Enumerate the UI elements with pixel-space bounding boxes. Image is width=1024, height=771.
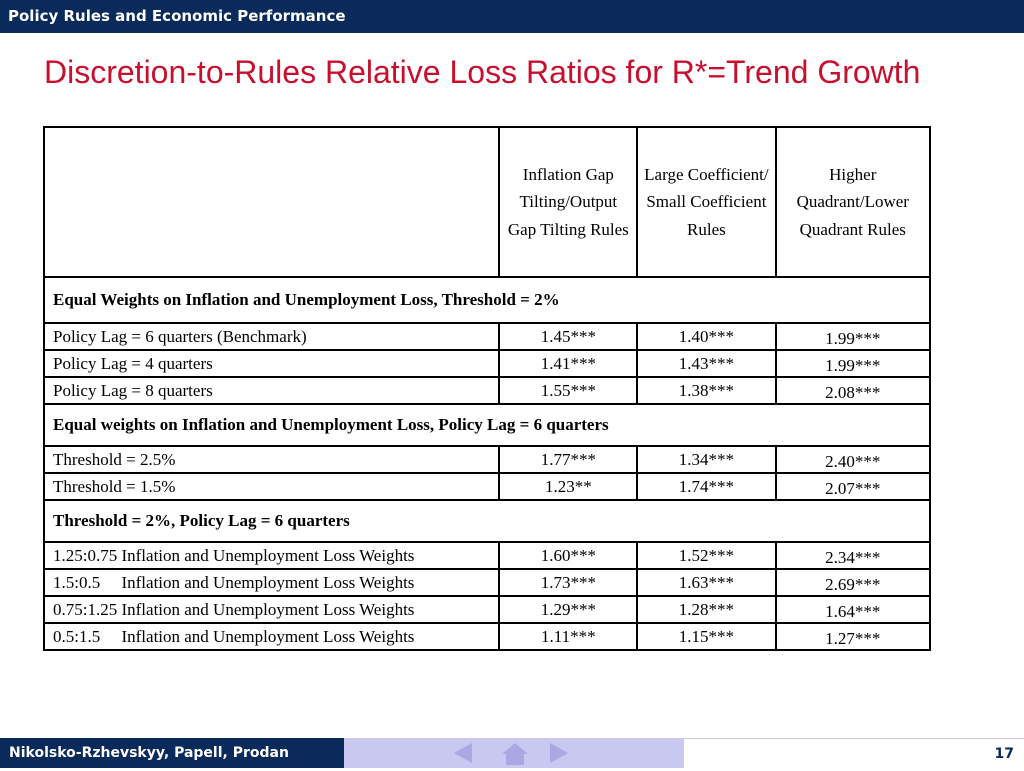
cell-value: 1.28*** <box>636 595 777 624</box>
cell-value: 2.40*** <box>774 445 932 474</box>
footer-authors: Nikolsko-Rzhevskyy, Papell, Prodan <box>9 745 289 761</box>
section-row: Equal weights on Inflation and Unemploym… <box>43 403 931 447</box>
table-row: Policy Lag = 8 quarters 1.55*** 1.38*** … <box>42 376 932 405</box>
cell-value: 1.64*** <box>774 595 932 624</box>
cell-value: 1.45*** <box>498 322 639 351</box>
row-label: Threshold = 2.5% <box>42 445 501 474</box>
cell-value: 1.60*** <box>498 541 639 570</box>
table-row: Threshold = 1.5% 1.23** 1.74*** 2.07*** <box>42 472 932 501</box>
footer-page-area: 17 <box>684 738 1024 768</box>
row-label: 1.25:0.75 Inflation and Unemployment Los… <box>42 541 501 570</box>
column-header-label <box>42 126 501 278</box>
column-header-inflation-gap-tilting: Inflation Gap Tilting/Output Gap Tilting… <box>498 126 639 278</box>
row-label: Policy Lag = 4 quarters <box>42 349 501 378</box>
arrow-left-icon[interactable] <box>452 742 474 769</box>
row-label: 1.5:0.5 Inflation and Unemployment Loss … <box>42 568 501 597</box>
cell-value: 1.73*** <box>498 568 639 597</box>
section-title: Equal weights on Inflation and Unemploym… <box>43 403 931 447</box>
cell-value: 1.23** <box>498 472 639 501</box>
cell-value: 1.99*** <box>774 322 932 351</box>
row-label: Threshold = 1.5% <box>42 472 501 501</box>
section-row: Threshold = 2%, Policy Lag = 6 quarters <box>43 499 931 543</box>
table-row: 1.25:0.75 Inflation and Unemployment Los… <box>42 541 932 570</box>
row-label: Policy Lag = 8 quarters <box>42 376 501 405</box>
cell-value: 2.07*** <box>774 472 932 501</box>
footer-authors-bar: Nikolsko-Rzhevskyy, Papell, Prodan <box>0 738 344 768</box>
cell-value: 1.55*** <box>498 376 639 405</box>
cell-value: 1.74*** <box>636 472 777 501</box>
cell-value: 2.08*** <box>774 376 932 405</box>
cell-value: 1.77*** <box>498 445 639 474</box>
cell-value: 1.99*** <box>774 349 932 378</box>
cell-value: 1.40*** <box>636 322 777 351</box>
cell-value: 2.69*** <box>774 568 932 597</box>
cell-value: 1.29*** <box>498 595 639 624</box>
navigation-bar <box>344 738 684 768</box>
cell-value: 1.41*** <box>498 349 639 378</box>
column-header-large-small-coefficient: Large Coefficient/ Small Coefficient Rul… <box>636 126 777 278</box>
row-label: 0.75:1.25 Inflation and Unemployment Los… <box>42 595 501 624</box>
header-title: Policy Rules and Economic Performance <box>8 7 346 25</box>
table-row: 0.5:1.5 Inflation and Unemployment Loss … <box>42 622 932 651</box>
table-row: 0.75:1.25 Inflation and Unemployment Los… <box>42 595 932 624</box>
section-row: Equal Weights on Inflation and Unemploym… <box>43 276 931 324</box>
cell-value: 1.52*** <box>636 541 777 570</box>
loss-ratio-table: Inflation Gap Tilting/Output Gap Tilting… <box>42 126 932 651</box>
cell-value: 1.63*** <box>636 568 777 597</box>
cell-value: 1.27*** <box>774 622 932 651</box>
table-header-row: Inflation Gap Tilting/Output Gap Tilting… <box>42 126 932 278</box>
section-title: Equal Weights on Inflation and Unemploym… <box>43 276 931 324</box>
table-row: Threshold = 2.5% 1.77*** 1.34*** 2.40*** <box>42 445 932 474</box>
cell-value: 1.43*** <box>636 349 777 378</box>
arrow-right-icon[interactable] <box>548 742 570 769</box>
row-label: 0.5:1.5 Inflation and Unemployment Loss … <box>42 622 501 651</box>
table-row: Policy Lag = 6 quarters (Benchmark) 1.45… <box>42 322 932 351</box>
section-title: Threshold = 2%, Policy Lag = 6 quarters <box>43 499 931 543</box>
home-icon[interactable] <box>501 742 529 771</box>
page-number: 17 <box>994 746 1014 762</box>
cell-value: 1.15*** <box>636 622 777 651</box>
cell-value: 2.34*** <box>774 541 932 570</box>
row-label: Policy Lag = 6 quarters (Benchmark) <box>42 322 501 351</box>
cell-value: 1.34*** <box>636 445 777 474</box>
cell-value: 1.38*** <box>636 376 777 405</box>
cell-value: 1.11*** <box>498 622 639 651</box>
header-bar: Policy Rules and Economic Performance <box>0 0 1024 33</box>
table-row: Policy Lag = 4 quarters 1.41*** 1.43*** … <box>42 349 932 378</box>
column-header-higher-lower-quadrant: Higher Quadrant/Lower Quadrant Rules <box>774 126 932 278</box>
slide-title: Discretion-to-Rules Relative Loss Ratios… <box>44 54 921 90</box>
table-row: 1.5:0.5 Inflation and Unemployment Loss … <box>42 568 932 597</box>
